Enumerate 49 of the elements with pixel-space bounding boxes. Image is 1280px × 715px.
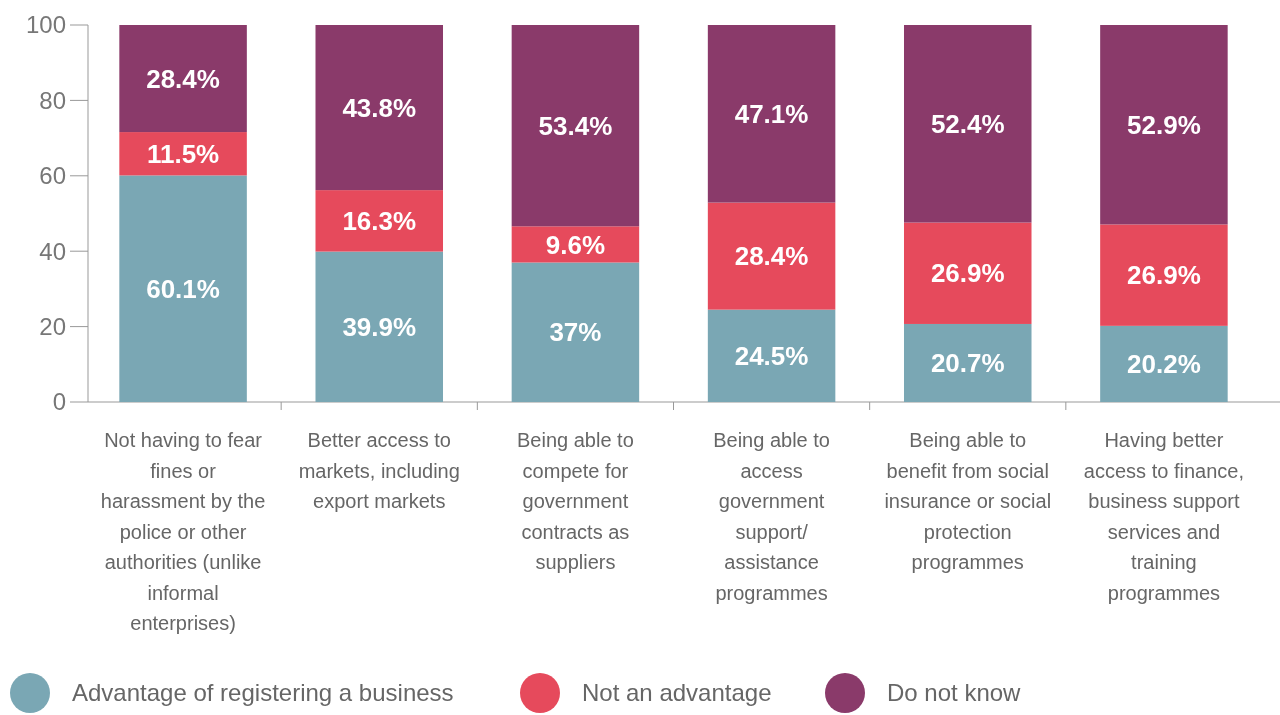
- data-label: 26.9%: [1127, 260, 1201, 291]
- bar: [1100, 224, 1228, 326]
- x-tick-label: Better access to markets, including export markets: [298, 429, 460, 512]
- y-tick-label: 100: [25, 11, 66, 39]
- data-label: 37%: [549, 317, 602, 348]
- y-tick-label: 0: [52, 388, 66, 416]
- data-label: 11.5%: [146, 138, 220, 169]
- bar: [119, 175, 247, 402]
- x-tick-label: Being able to access government support/ assistance programmes: [713, 429, 830, 604]
- data-label: 28.4%: [146, 63, 220, 94]
- data-label: 39.9%: [342, 311, 417, 342]
- data-label: 28.4%: [734, 241, 809, 272]
- y-tick-label: 60: [39, 162, 66, 190]
- data-label: 52.4%: [930, 108, 1005, 139]
- bar: [511, 25, 640, 227]
- legend-label: Not an advantage: [582, 679, 772, 707]
- bar: [511, 262, 640, 402]
- bar: [707, 25, 836, 203]
- bar: [1100, 325, 1228, 402]
- bar: [707, 202, 836, 310]
- y-tick-label: 40: [39, 237, 66, 265]
- data-label: 20.2%: [1127, 349, 1201, 380]
- y-tick-label: 80: [39, 86, 66, 114]
- bar: [904, 222, 1032, 324]
- x-tick-label: Being able to compete for government contracts as suppliers: [517, 429, 634, 573]
- data-label: 47.1%: [734, 98, 809, 129]
- data-label: 9.6%: [545, 229, 606, 260]
- bar: [315, 251, 443, 402]
- data-label: 60.1%: [146, 273, 220, 304]
- data-label: 26.9%: [930, 258, 1005, 289]
- data-label: 16.3%: [342, 205, 417, 236]
- legend-label: Do not know: [887, 679, 1022, 707]
- data-label: 43.8%: [342, 92, 417, 123]
- y-tick-label: 20: [39, 313, 66, 340]
- bar: [315, 190, 443, 252]
- bar: [1100, 25, 1228, 225]
- bar: [119, 25, 247, 133]
- legend-label: Advantage of registering a business: [72, 679, 454, 707]
- x-tick-label: Not having to fear fines or harassment by the police or other authorities (unlike informal enterprises): [100, 429, 266, 634]
- bar: [707, 309, 836, 402]
- bar: [904, 25, 1032, 223]
- bar: [904, 323, 1032, 402]
- x-tick-label: Being able to benefit from social insurance or social protection programmes: [884, 429, 1052, 573]
- data-label: 20.7%: [930, 348, 1005, 379]
- data-label: 24.5%: [734, 340, 809, 371]
- bar: [315, 25, 443, 191]
- data-label: 53.4%: [538, 110, 613, 141]
- x-tick-label: Having better access to finance, business support services and training programmes: [1083, 429, 1244, 604]
- data-label: 52.9%: [1127, 109, 1201, 140]
